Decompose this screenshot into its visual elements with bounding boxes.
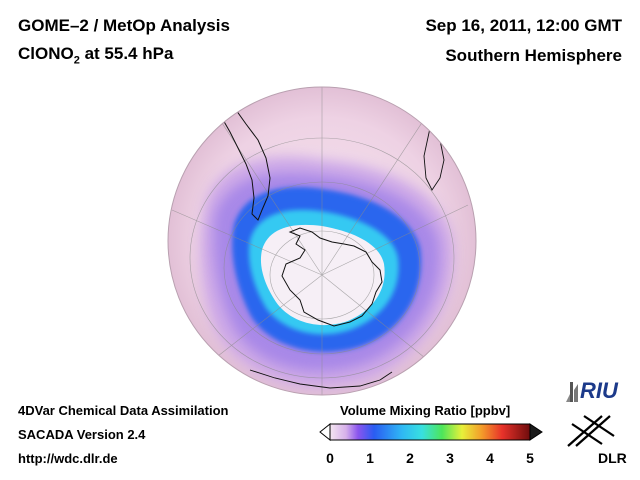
footer-version: SACADA Version 2.4 <box>18 427 146 442</box>
colorbar-min-arrow <box>319 422 331 442</box>
title-species-level: ClONO2 at 55.4 hPa <box>18 44 173 66</box>
colorbar-tick: 4 <box>486 450 494 466</box>
graticule <box>171 87 469 395</box>
riu-logo-text: RIU <box>580 378 619 403</box>
species-subscript: 2 <box>73 54 80 67</box>
analysis-date: Sep 16, 2011, 12:00 GMT <box>425 16 622 35</box>
dlr-logo-icon <box>567 415 615 447</box>
antarctica-coastline <box>281 227 383 327</box>
colorbar <box>319 422 543 442</box>
species-name: ClONO <box>18 44 74 63</box>
title-instrument: GOME–2 / MetOp Analysis <box>18 16 230 35</box>
hemisphere-label: Southern Hemisphere <box>445 46 622 65</box>
colorbar-tick: 3 <box>446 450 454 466</box>
south-america-coastline <box>221 96 271 221</box>
footer-method: 4DVar Chemical Data Assimilation <box>18 403 229 418</box>
colorbar-gradient <box>329 423 531 441</box>
colorbar-max-arrow <box>529 423 543 441</box>
riu-logo: RIU <box>566 378 619 403</box>
colorbar-tick: 5 <box>526 450 534 466</box>
colorbar-tick: 2 <box>406 450 414 466</box>
pressure-level: at 55.4 hPa <box>79 44 174 63</box>
colorbar-title: Volume Mixing Ratio [ppbv] <box>340 403 511 418</box>
footer-url[interactable]: http://wdc.dlr.de <box>18 451 118 466</box>
dlr-logo-text: DLR <box>598 450 627 466</box>
colorbar-tick: 1 <box>366 450 374 466</box>
colorbar-tick: 0 <box>326 450 334 466</box>
australia-coastline <box>249 369 393 389</box>
